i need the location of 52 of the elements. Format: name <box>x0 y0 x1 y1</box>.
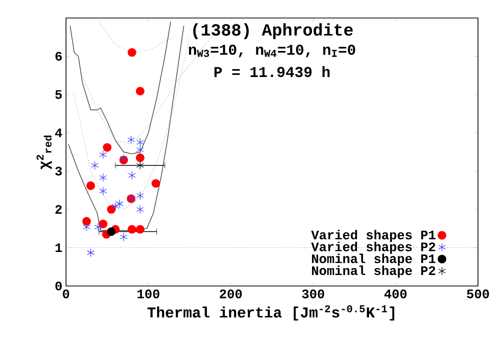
chart-title: (1388) Aphrodite <box>193 23 353 40</box>
point <box>116 199 124 208</box>
point <box>128 225 136 234</box>
point <box>136 161 144 170</box>
point <box>94 222 102 232</box>
y-tick-label: 6 <box>55 52 62 61</box>
annotation: P = 11.9439 h <box>214 66 330 78</box>
point <box>136 225 144 234</box>
point <box>112 202 120 211</box>
y-tick-label: 4 <box>55 128 62 138</box>
point <box>128 171 136 180</box>
legend-label: Nominal shape P1 <box>312 254 436 266</box>
legend-label: Nominal shape P2 <box>312 266 436 278</box>
point <box>86 248 94 257</box>
x-tick-label: 500 <box>466 290 489 298</box>
point <box>102 143 112 152</box>
y-tick-label: 5 <box>55 90 62 99</box>
point <box>136 145 144 154</box>
legend-label: Varied shapes P1 <box>311 230 436 242</box>
point <box>82 222 90 232</box>
x-tick-label: 300 <box>302 290 324 298</box>
point <box>91 161 99 170</box>
point <box>99 173 107 182</box>
point <box>82 216 91 226</box>
point <box>86 181 96 190</box>
x-tick-label: 400 <box>384 290 407 298</box>
x-tick-label: 100 <box>138 290 160 298</box>
x-tick-label: 200 <box>220 290 242 298</box>
point <box>136 205 144 214</box>
x-tick-label: 0 <box>62 290 70 298</box>
point <box>136 153 144 162</box>
point <box>107 205 116 214</box>
point <box>128 48 136 57</box>
point <box>152 179 160 188</box>
point <box>127 135 135 144</box>
point <box>107 227 116 236</box>
legend-label: Varied shapes P2 <box>311 242 436 254</box>
y-tick-label: 0 <box>55 282 62 290</box>
point <box>99 186 107 196</box>
point <box>136 86 144 96</box>
point <box>136 191 144 200</box>
point <box>98 220 108 228</box>
x-axis-title: Thermal inertia [Jm$^{-2}$s$^{-0.5}$K$^{-1}$] <box>147 305 394 321</box>
text: n$_{W3}$=10, n$_{W4}$=10, n$_{I}$=0 <box>188 44 356 58</box>
point <box>99 150 107 159</box>
y-axis-title: χ$^{2}$red <box>36 136 52 170</box>
line-series <box>70 21 171 154</box>
point <box>120 232 128 242</box>
y-tick-label: 1 <box>56 243 62 252</box>
y-tick-label: 3 <box>55 166 62 176</box>
y-tick-label: 2 <box>55 205 62 214</box>
point <box>136 138 144 147</box>
